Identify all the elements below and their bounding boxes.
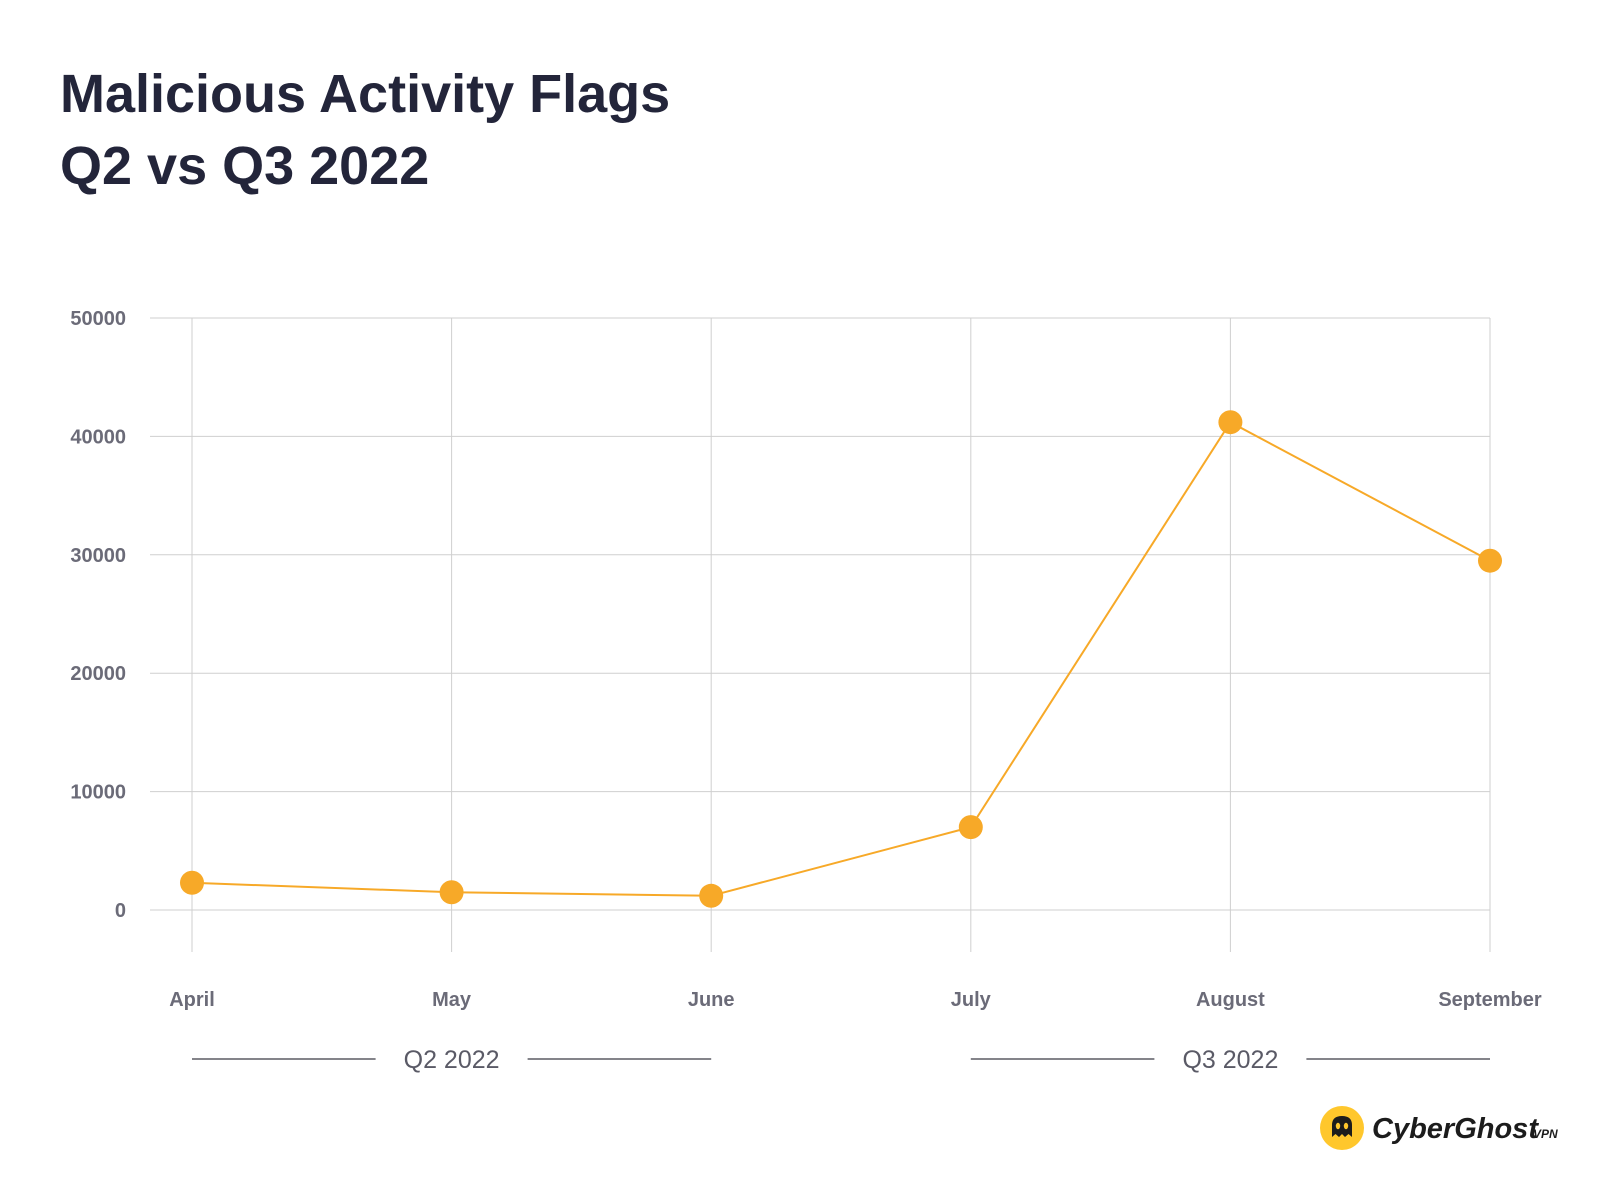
data-point <box>699 883 724 908</box>
quarter-groups: Q2 2022 Q3 2022 <box>192 1046 1490 1074</box>
x-tick-label: August <box>1196 989 1265 1011</box>
data-point <box>1478 548 1502 573</box>
chart-title-line-2: Q2 vs Q3 2022 <box>60 136 430 196</box>
line-chart: 0 10000 20000 30000 40000 50000 April May June J… <box>70 308 1542 1074</box>
x-tick-label: May <box>432 989 472 1011</box>
x-tick-label: July <box>951 989 992 1011</box>
cyberghost-logo: CyberGhost VPN <box>1320 1105 1560 1151</box>
y-axis-ticks: 0 10000 20000 30000 40000 50000 <box>70 308 126 922</box>
grid <box>150 317 1491 952</box>
logo-wordmark: CyberGhost <box>1372 1113 1539 1145</box>
x-tick-label: September <box>1438 989 1542 1011</box>
series-line-0 <box>191 420 1491 897</box>
data-point <box>958 815 983 840</box>
data-point <box>439 880 464 905</box>
chart-title-line-1: Malicious Activity Flags <box>60 64 671 124</box>
x-tick-label: April <box>169 989 215 1011</box>
y-tick-label: 40000 <box>70 426 126 448</box>
y-tick-label: 20000 <box>70 663 126 685</box>
data-point <box>1218 410 1243 435</box>
x-axis-ticks: April May June July August September <box>169 989 1542 1011</box>
chart-title: Malicious Activity Flags Q2 vs Q3 2022 <box>60 58 670 202</box>
ghost-icon <box>1320 1106 1364 1150</box>
logo-suffix: VPN <box>1533 1127 1558 1141</box>
y-tick-label: 0 <box>115 900 126 922</box>
y-tick-label: 10000 <box>70 782 126 804</box>
group-label: Q3 2022 <box>1182 1046 1278 1074</box>
y-tick-label: 50000 <box>70 308 126 330</box>
series <box>180 410 1502 908</box>
y-tick-label: 30000 <box>70 545 126 567</box>
data-point <box>180 870 204 895</box>
group-label: Q2 2022 <box>404 1046 500 1074</box>
x-tick-label: June <box>688 989 735 1011</box>
